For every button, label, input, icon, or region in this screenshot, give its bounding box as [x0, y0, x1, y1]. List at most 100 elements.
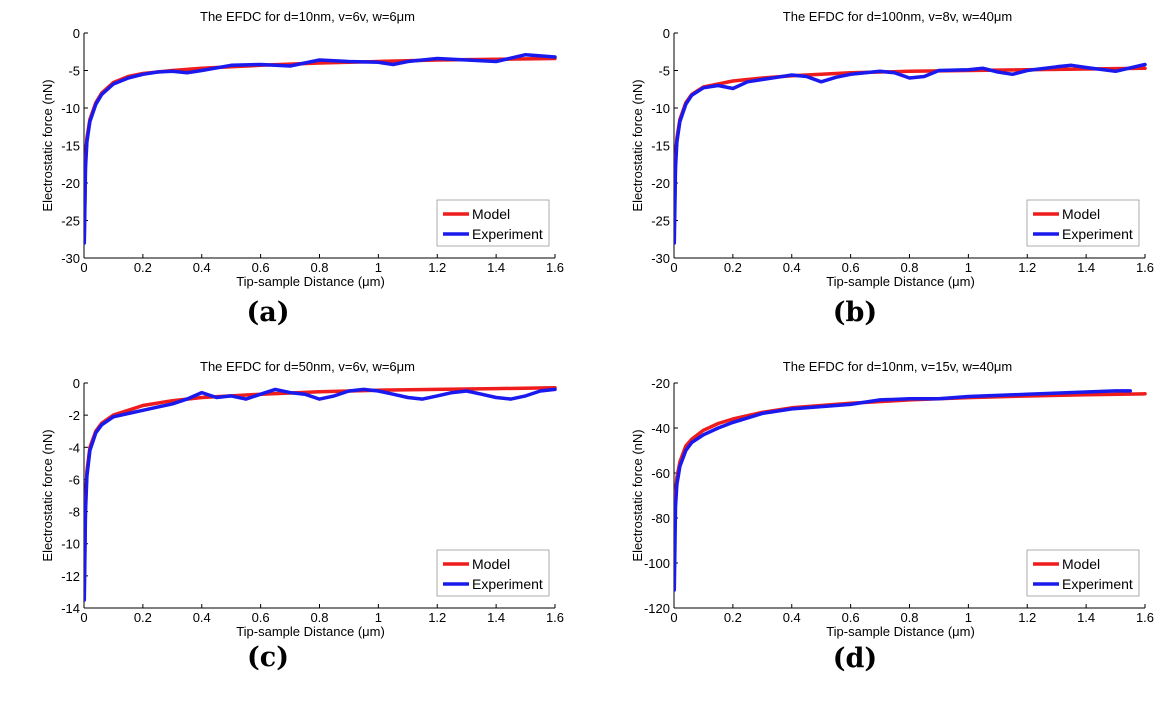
x-tick-label: 1: [965, 260, 972, 275]
x-tick-label: 0.4: [193, 260, 211, 275]
chart-title: The EFDC for d=100nm, v=8v, w=40μm: [783, 9, 1012, 24]
x-tick-label: 0.4: [783, 610, 801, 625]
y-tick-label: 0: [663, 26, 670, 41]
y-tick-label: -6: [68, 472, 80, 487]
legend-label-model: Model: [1062, 206, 1100, 222]
legend-label-experiment: Experiment: [1062, 576, 1133, 592]
x-tick-label: 0: [80, 610, 87, 625]
panel-caption: (c): [247, 642, 289, 673]
y-tick-label: -10: [651, 101, 670, 116]
x-tick-label: 0.8: [900, 260, 918, 275]
x-tick-label: 1: [965, 610, 972, 625]
y-axis-label: Electrostatic force (nN): [630, 429, 645, 561]
chart-svg: 0 0.2 0.4 0.6 0.8 1 1.2 1.4 1.6 0 -5 -10 -15 -20 -25 -3…: [40, 9, 564, 289]
x-axis-label: Tip-sample Distance (μm): [826, 624, 975, 639]
chart-panel: 0 0.2 0.4 0.6 0.8 1 1.2 1.4 1.6 0 -5 -10 -15 -20 -25 -3…: [0, 0, 575, 352]
legend-label-experiment: Experiment: [472, 576, 543, 592]
y-axis-label: Electrostatic force (nN): [630, 79, 645, 211]
legend-label-model: Model: [472, 206, 510, 222]
y-tick-label: -5: [68, 64, 80, 79]
y-tick-label: -30: [61, 251, 80, 266]
y-tick-label: -60: [651, 466, 670, 481]
chart-svg: 0 0.2 0.4 0.6 0.8 1 1.2 1.4 1.6 0 -5 -10 -15 -20 -25 -3…: [630, 9, 1154, 289]
panel-caption: (d): [832, 643, 878, 674]
y-tick-label: -12: [61, 569, 80, 584]
x-tick-label: 1.6: [546, 610, 564, 625]
legend-box: [1026, 549, 1140, 597]
x-tick-label: 1.4: [487, 260, 505, 275]
y-tick-label: -15: [651, 139, 670, 154]
y-tick-label: -25: [651, 214, 670, 229]
x-tick-label: 1.6: [1136, 260, 1154, 275]
y-axis-label: Electrostatic force (nN): [40, 429, 55, 561]
panel-caption: (b): [832, 297, 878, 328]
series-line-experiment: [84, 387, 557, 602]
y-tick-label: -10: [61, 537, 80, 552]
x-tick-label: 1: [375, 260, 382, 275]
x-tick-label: 0: [670, 610, 677, 625]
legend-label-experiment: Experiment: [1062, 226, 1133, 242]
legend-label-experiment: Experiment: [472, 226, 543, 242]
x-tick-label: 1: [375, 610, 382, 625]
x-tick-label: 0.2: [134, 260, 152, 275]
y-tick-label: -15: [61, 139, 80, 154]
y-tick-label: -20: [61, 176, 80, 191]
x-tick-label: 0.4: [193, 610, 211, 625]
x-tick-label: 1.4: [487, 610, 505, 625]
x-tick-label: 0: [80, 260, 87, 275]
x-tick-label: 0.6: [842, 610, 860, 625]
chart-svg: 0 0.2 0.4 0.6 0.8 1 1.2 1.4 1.6 -20 -40 -60 -80 -100 -…: [630, 359, 1154, 639]
legend-label-model: Model: [1062, 556, 1100, 572]
panel-caption: (a): [246, 297, 290, 328]
x-tick-label: 0.6: [842, 260, 860, 275]
chart-panel: 0 0.2 0.4 0.6 0.8 1 1.2 1.4 1.6 -20 -40 -60 -80 -100 -…: [590, 350, 1165, 698]
series-line-experiment: [674, 389, 1133, 592]
chart-title: The EFDC for d=50nm, v=6v, w=6μm: [200, 359, 415, 374]
y-tick-label: -40: [651, 421, 670, 436]
x-axis-label: Tip-sample Distance (μm): [826, 274, 975, 289]
y-tick-label: -30: [651, 251, 670, 266]
x-tick-label: 0.8: [310, 610, 328, 625]
x-tick-label: 1.2: [428, 260, 446, 275]
y-tick-label: -20: [651, 376, 670, 391]
y-tick-label: -120: [644, 601, 670, 616]
y-tick-label: -8: [68, 505, 80, 520]
x-tick-label: 0.4: [783, 260, 801, 275]
x-tick-label: 0.6: [252, 260, 270, 275]
y-tick-label: -2: [68, 408, 80, 423]
y-tick-label: -20: [651, 176, 670, 191]
x-axis-label: Tip-sample Distance (μm): [236, 274, 385, 289]
x-axis-label: Tip-sample Distance (μm): [236, 624, 385, 639]
x-tick-label: 1.2: [428, 610, 446, 625]
y-tick-label: -100: [644, 556, 670, 571]
x-tick-label: 1.2: [1018, 610, 1036, 625]
chart-panel: 0 0.2 0.4 0.6 0.8 1 1.2 1.4 1.6 0 -5 -10 -15 -20 -25 -3…: [590, 0, 1165, 352]
legend-box: [436, 549, 550, 597]
y-tick-label: -14: [61, 601, 80, 616]
y-tick-label: -25: [61, 214, 80, 229]
x-tick-label: 0.2: [134, 610, 152, 625]
legend-box: [1026, 199, 1140, 247]
x-tick-label: 0.8: [900, 610, 918, 625]
chart-svg: 0 0.2 0.4 0.6 0.8 1 1.2 1.4 1.6 0 -2 -4 -6 -8 -10 -12 -1…: [40, 359, 564, 639]
x-tick-label: 0.8: [310, 260, 328, 275]
x-tick-label: 0: [670, 260, 677, 275]
x-tick-label: 1.2: [1018, 260, 1036, 275]
y-axis-label: Electrostatic force (nN): [40, 79, 55, 211]
y-tick-label: -80: [651, 511, 670, 526]
chart-title: The EFDC for d=10nm, v=15v, w=40μm: [783, 359, 1012, 374]
y-tick-label: 0: [73, 26, 80, 41]
x-tick-label: 1.4: [1077, 260, 1095, 275]
series-line-experiment: [84, 52, 557, 245]
legend-box: [436, 199, 550, 247]
y-tick-label: 0: [73, 376, 80, 391]
y-tick-label: -4: [68, 440, 80, 455]
legend-label-model: Model: [472, 556, 510, 572]
y-tick-label: -10: [61, 101, 80, 116]
x-tick-label: 0.6: [252, 610, 270, 625]
x-tick-label: 0.2: [724, 610, 742, 625]
chart-title: The EFDC for d=10nm, v=6v, w=6μm: [200, 9, 415, 24]
series-line-experiment: [674, 62, 1147, 245]
x-tick-label: 1.6: [546, 260, 564, 275]
y-tick-label: -5: [658, 64, 670, 79]
